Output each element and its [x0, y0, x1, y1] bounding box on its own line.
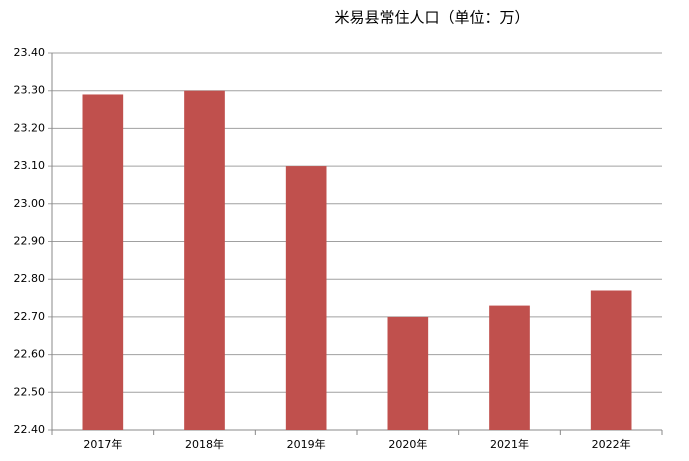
- y-tick-label: 22.50: [14, 385, 46, 398]
- y-tick-label: 23.30: [14, 84, 46, 97]
- chart-title: 米易县常住人口（单位：万）: [334, 9, 529, 27]
- x-tick-label: 2021年: [490, 437, 529, 451]
- x-tick-label: 2019年: [287, 437, 326, 451]
- x-tick-label: 2022年: [592, 437, 631, 451]
- bar: [387, 316, 429, 430]
- bar: [184, 90, 225, 430]
- bar: [590, 290, 632, 430]
- bar: [285, 166, 327, 430]
- y-tick-label: 23.10: [14, 159, 46, 172]
- bar: [489, 305, 530, 430]
- y-tick-label: 22.90: [14, 235, 46, 248]
- y-tick-label: 23.40: [14, 46, 46, 59]
- x-tick-label: 2018年: [185, 437, 224, 451]
- y-tick-label: 23.20: [14, 121, 46, 134]
- y-tick-label: 22.80: [14, 272, 46, 285]
- y-tick-label: 22.40: [14, 423, 46, 436]
- y-tick-label: 23.00: [14, 197, 46, 210]
- x-tick-label: 2017年: [83, 437, 122, 451]
- bar: [82, 94, 124, 430]
- x-tick-label: 2020年: [388, 437, 427, 451]
- y-tick-label: 22.70: [14, 310, 46, 323]
- y-tick-label: 22.60: [14, 348, 46, 361]
